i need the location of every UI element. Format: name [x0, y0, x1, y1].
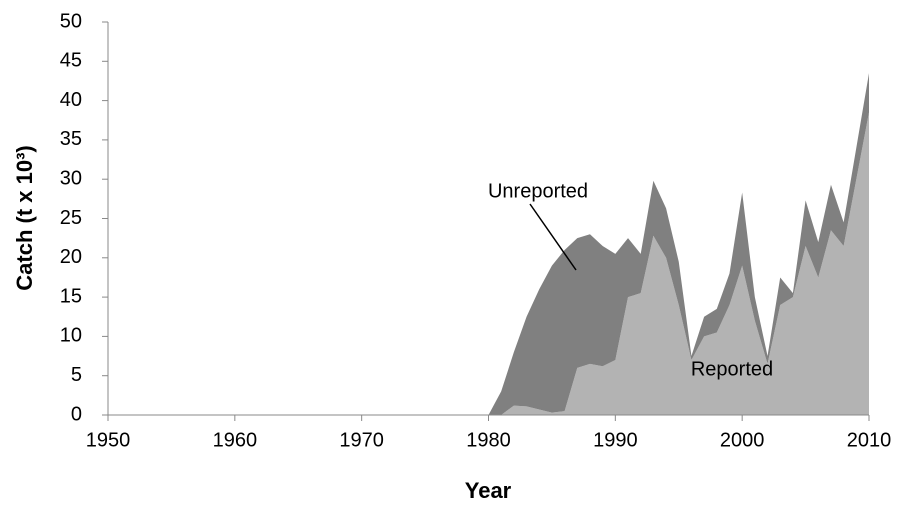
annotation: Reported	[691, 358, 773, 380]
y-tick-label: 50	[60, 10, 82, 32]
x-tick-label: 1970	[339, 429, 384, 451]
x-tick-label: 2000	[720, 429, 765, 451]
areas	[108, 73, 869, 415]
annotation: Unreported	[488, 180, 588, 202]
y-tick-label: 20	[60, 246, 82, 268]
y-tick-label: 15	[60, 285, 82, 307]
y-tick-label: 10	[60, 325, 82, 347]
y-tick-label: 30	[60, 167, 82, 189]
y-tick-label: 5	[71, 364, 82, 386]
y-tick-label: 40	[60, 89, 82, 111]
area	[108, 112, 869, 415]
x-axis-title: Year	[465, 478, 512, 503]
x-tick-label: 2010	[847, 429, 892, 451]
y-tick-label: 35	[60, 128, 82, 150]
x-tick-label: 1980	[466, 429, 511, 451]
x-tick-label: 1960	[213, 429, 258, 451]
y-tick-label: 45	[60, 50, 82, 72]
y-axis-title: Catch (t x 10³)	[12, 145, 37, 290]
x-tick-label: 1990	[593, 429, 638, 451]
x-tick-label: 1950	[86, 429, 131, 451]
annotation-pointer	[529, 203, 577, 271]
y-tick-label: 0	[71, 403, 82, 425]
y-tick-label: 25	[60, 207, 82, 229]
